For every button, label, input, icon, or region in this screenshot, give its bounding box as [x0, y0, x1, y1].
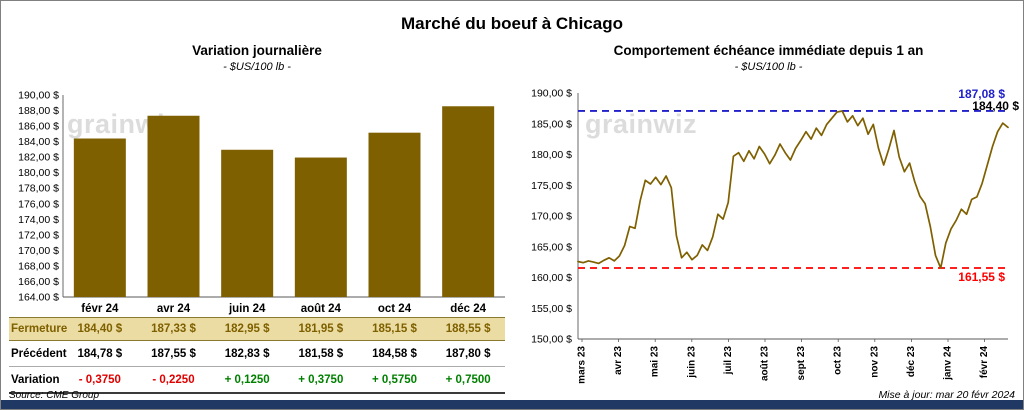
fermeture-value: 185,15 $ [372, 323, 417, 335]
svg-text:185,00 $: 185,00 $ [531, 118, 572, 130]
svg-text:165,00 $: 165,00 $ [531, 241, 572, 253]
svg-text:180,00 $: 180,00 $ [18, 167, 59, 179]
precedent-value: 181,58 $ [298, 347, 344, 360]
min-value-label: 161,55 $ [958, 270, 1005, 284]
current-value-label: 184,40 $ [972, 99, 1019, 113]
svg-text:168,00 $: 168,00 $ [18, 260, 59, 272]
svg-text:188,00 $: 188,00 $ [18, 105, 59, 117]
svg-text:184,00 $: 184,00 $ [18, 136, 59, 148]
svg-text:juin 23: juin 23 [686, 346, 697, 379]
table-row-variation: Variation - 0,3750 - 0,2250 + 0,1250 + 0… [9, 367, 505, 394]
variation-value: + 0,7500 [445, 373, 491, 386]
svg-text:sept 23: sept 23 [796, 346, 807, 381]
precedent-value: 187,55 $ [151, 347, 196, 360]
table-row-precedent: Précédent 184,78 $ 187,55 $ 182,83 $ 181… [9, 341, 505, 367]
month-header: avr 24 [156, 303, 191, 315]
svg-text:166,00 $: 166,00 $ [18, 276, 59, 288]
svg-text:186,00 $: 186,00 $ [18, 121, 59, 133]
source-note: Source: CME Group [9, 390, 100, 401]
max-value-label: 187,08 $ [958, 87, 1005, 101]
svg-text:160,00 $: 160,00 $ [531, 272, 572, 284]
svg-text:175,00 $: 175,00 $ [531, 180, 572, 192]
svg-text:oct 23: oct 23 [833, 346, 844, 375]
svg-text:190,00 $: 190,00 $ [18, 90, 59, 102]
svg-text:août 23: août 23 [760, 346, 771, 381]
svg-text:190,00 $: 190,00 $ [531, 88, 572, 100]
month-header: oct 24 [377, 303, 412, 315]
svg-text:182,00 $: 182,00 $ [18, 152, 59, 164]
month-header: févr 24 [81, 303, 119, 315]
table-months-row: févr 24 avr 24 juin 24 août 24 oct 24 dé… [9, 301, 505, 317]
variation-value: - 0,3750 [78, 373, 121, 386]
variation-value: + 0,3750 [298, 373, 344, 386]
fermeture-value: 188,55 $ [445, 323, 491, 335]
svg-text:174,00 $: 174,00 $ [18, 214, 59, 226]
price-table: févr 24 avr 24 juin 24 août 24 oct 24 dé… [9, 301, 505, 394]
svg-text:déc 23: déc 23 [906, 346, 917, 378]
svg-text:176,00 $: 176,00 $ [18, 198, 59, 210]
fermeture-value: 184,40 $ [77, 323, 123, 335]
svg-text:avr 23: avr 23 [613, 346, 624, 375]
svg-text:164,00 $: 164,00 $ [18, 292, 59, 302]
row-label-precedent: Précédent [11, 347, 67, 360]
precedent-value: 187,80 $ [445, 347, 491, 360]
month-header: déc 24 [450, 303, 487, 315]
precedent-value: 184,58 $ [372, 347, 417, 360]
svg-text:mai 23: mai 23 [650, 346, 661, 378]
bar-chart-subtitle: - $US/100 lb - [223, 61, 291, 73]
fermeture-value: 182,95 $ [224, 323, 270, 335]
svg-text:nov 23: nov 23 [869, 346, 880, 378]
bar-chart: 164,00 $ 166,00 $ 168,00 $ 170,00 $ 172,00 $… [18, 90, 505, 302]
variation-value: + 0,5750 [371, 373, 418, 386]
svg-text:150,00 $: 150,00 $ [531, 334, 572, 346]
fermeture-value: 181,95 $ [298, 323, 344, 335]
svg-text:170,00 $: 170,00 $ [531, 211, 572, 223]
page-title: Marché du boeuf à Chicago [401, 14, 623, 33]
line-chart: 150,00 $ 155,00 $ 160,00 $ 165,00 $ 170,00 $… [531, 88, 1009, 384]
update-note: Mise à jour: mar 20 févr 2024 [878, 389, 1015, 401]
row-label-variation: Variation [11, 373, 60, 386]
month-header: août 24 [300, 303, 341, 315]
svg-text:mars 23: mars 23 [577, 346, 588, 384]
fermeture-value: 187,33 $ [151, 323, 196, 335]
svg-text:172,00 $: 172,00 $ [18, 229, 59, 241]
line-chart-subtitle: - $US/100 lb - [734, 61, 803, 73]
bottom-accent-bar [1, 400, 1023, 409]
variation-value: - 0,2250 [152, 373, 195, 386]
svg-text:178,00 $: 178,00 $ [18, 183, 59, 195]
svg-text:180,00 $: 180,00 $ [531, 149, 572, 161]
precedent-value: 184,78 $ [77, 347, 123, 360]
svg-text:juil 23: juil 23 [723, 346, 734, 376]
svg-text:170,00 $: 170,00 $ [18, 245, 59, 257]
svg-text:155,00 $: 155,00 $ [531, 303, 572, 315]
svg-text:janv 24: janv 24 [943, 346, 954, 381]
table-row-fermeture: Fermeture 184,40 $ 187,33 $ 182,95 $ 181… [9, 317, 505, 341]
row-label-fermeture: Fermeture [11, 323, 68, 335]
variation-value: + 0,1250 [224, 373, 270, 386]
month-header: juin 24 [228, 303, 266, 315]
line-chart-title: Comportement échéance immédiate depuis 1… [613, 43, 924, 58]
precedent-value: 182,83 $ [224, 347, 270, 360]
svg-text:févr 24: févr 24 [979, 346, 990, 379]
bar-chart-title: Variation journalière [192, 43, 322, 58]
